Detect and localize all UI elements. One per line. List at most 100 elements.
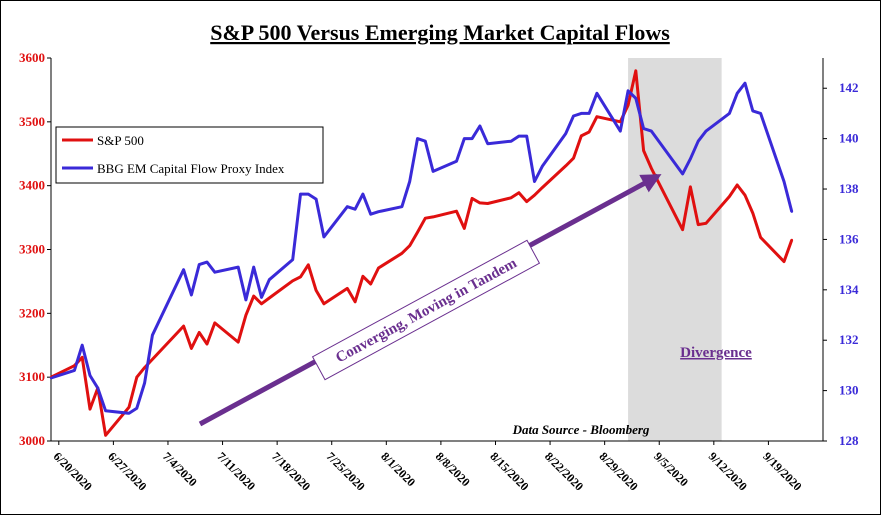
data-source-note: Data Source - Bloomberg — [512, 422, 650, 437]
sp500-data-point — [564, 164, 567, 168]
left-axis-tick-label: 3500 — [19, 114, 45, 129]
sp500-data-point — [580, 134, 583, 138]
em-capital-flow-data-point — [697, 139, 700, 143]
sp500-points — [49, 69, 794, 437]
em-capital-flow-data-point — [377, 210, 380, 213]
right-axis-tick-label: 142 — [839, 80, 859, 95]
x-axis-tick-label: 8/29/2020 — [597, 449, 641, 493]
x-axis-tick-label: 7/18/2020 — [269, 449, 313, 493]
sp500-data-point — [73, 364, 76, 367]
sp500-data-point — [424, 217, 427, 220]
sp500-data-point — [619, 120, 622, 124]
right-axis-tick-label: 130 — [839, 383, 859, 398]
sp500-data-point — [642, 149, 645, 152]
x-axis-tick-label: 9/12/2020 — [706, 449, 750, 493]
em-capital-flow-data-point — [486, 142, 489, 145]
legend-label-sp500: S&P 500 — [97, 133, 144, 148]
sp500-data-point — [190, 347, 193, 350]
sp500-data-point — [197, 331, 201, 334]
sp500-data-point — [751, 211, 755, 215]
sp500-data-point — [252, 294, 255, 298]
em-capital-flow-data-point — [533, 180, 536, 183]
em-capital-flow-data-point — [736, 92, 739, 95]
sp500-data-point — [525, 200, 528, 203]
em-capital-flow-data-point — [400, 205, 404, 208]
sp500-data-point — [307, 263, 310, 267]
sp500-data-point — [182, 324, 185, 328]
em-capital-flow-data-point — [236, 265, 240, 269]
em-capital-flow-data-point — [205, 260, 209, 264]
x-axis-tick-label: 9/5/2020 — [651, 449, 691, 489]
em-capital-flow-data-point — [49, 376, 53, 380]
sp500-data-point — [291, 279, 294, 282]
trend-annotation-box — [311, 239, 541, 381]
right-axis-tick-label: 140 — [839, 131, 859, 146]
em-capital-flow-data-point — [307, 192, 310, 196]
sp500-data-point — [533, 194, 536, 197]
em-capital-flow-data-point — [213, 270, 216, 274]
em-capital-flow-data-point — [728, 112, 731, 115]
chart-title: S&P 500 Versus Emerging Market Capital F… — [210, 20, 670, 45]
sp500-data-point — [400, 252, 404, 255]
sp500-data-point — [541, 186, 544, 189]
em-capital-flow-data-point — [143, 381, 146, 385]
sp500-data-point — [595, 115, 599, 118]
em-capital-flow-data-point — [572, 114, 575, 118]
x-axis-ticks: 6/20/2020 6/27/2020 7/4/2020 7/11/2020 7/18/… — [51, 441, 805, 494]
sp500-data-point — [260, 302, 263, 305]
em-capital-flow-data-point — [470, 137, 474, 140]
em-capital-flow-data-point — [689, 157, 692, 160]
em-capital-flow-data-point — [252, 265, 255, 269]
em-capital-flow-data-point — [595, 92, 599, 95]
em-capital-flow-data-point — [751, 109, 755, 113]
sp500-data-point — [104, 434, 107, 437]
right-axis-tick-label: 132 — [839, 332, 859, 347]
sp500-data-point — [728, 195, 731, 198]
x-axis-tick-label: 7/4/2020 — [160, 449, 200, 489]
sp500-data-point — [408, 244, 411, 247]
em-capital-flow-data-point — [424, 139, 427, 143]
em-capital-flow-data-point — [681, 172, 684, 176]
em-capital-flow-data-point — [525, 134, 528, 138]
sp500-data-point — [346, 287, 349, 290]
right-axis-ticks: 128 130 132 134 136 138 140 142 — [823, 80, 859, 448]
em-capital-flow-data-point — [541, 165, 544, 168]
sp500-data-point — [478, 201, 482, 205]
sp500-data-point — [517, 191, 521, 194]
em-capital-flow-data-point — [104, 409, 107, 412]
sp500-data-point — [369, 282, 372, 286]
em-capital-flow-data-point — [182, 268, 185, 271]
sp500-data-point — [431, 215, 435, 219]
x-axis-tick-label: 7/25/2020 — [324, 449, 368, 493]
x-axis-tick-label: 9/19/2020 — [760, 449, 804, 493]
x-axis-tick-label: 8/22/2020 — [542, 449, 586, 493]
em-capital-flow-data-point — [759, 112, 762, 115]
sp500-data-point — [127, 405, 131, 409]
sp500-data-point — [268, 296, 271, 300]
divergence-shaded-region — [628, 58, 722, 441]
em-capital-flow-data-point — [642, 127, 645, 130]
sp500-data-point — [213, 321, 216, 325]
left-axis-tick-label: 3100 — [19, 369, 45, 384]
sp500-data-point — [377, 266, 380, 270]
left-axis-tick-label: 3000 — [19, 433, 45, 448]
em-capital-flow-points — [49, 81, 794, 415]
em-capital-flow-data-point — [96, 386, 99, 390]
em-capital-flow-data-point — [361, 192, 365, 196]
sp500-data-point — [314, 289, 318, 292]
right-axis-tick-label: 134 — [839, 282, 859, 297]
em-capital-flow-data-point — [463, 137, 466, 140]
sp500-data-point — [704, 222, 708, 225]
em-capital-flow-data-point — [587, 112, 591, 115]
em-capital-flow-data-point — [509, 139, 513, 143]
right-axis-tick-label: 138 — [839, 181, 859, 196]
right-axis-tick-label: 136 — [839, 231, 859, 246]
sp500-data-point — [572, 157, 575, 160]
legend-box — [55, 126, 324, 184]
left-axis-tick-label: 3400 — [19, 178, 45, 193]
sp500-data-point — [135, 375, 138, 379]
x-axis-tick-label: 8/8/2020 — [433, 449, 473, 489]
em-capital-flow-data-point — [260, 296, 263, 299]
